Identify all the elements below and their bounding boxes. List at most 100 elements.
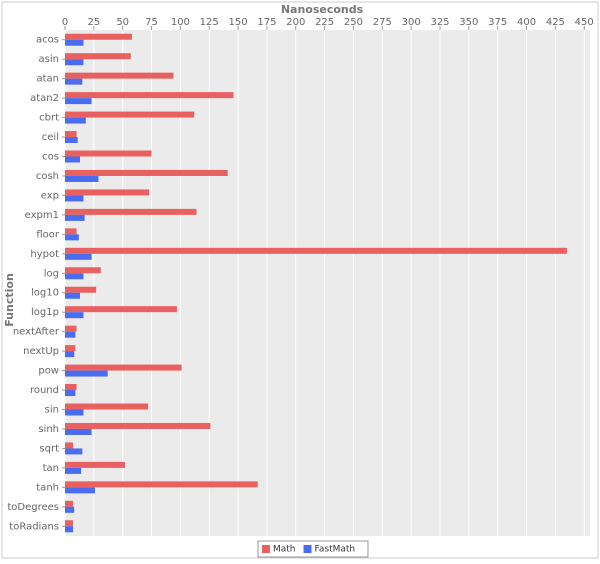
bar <box>65 442 74 449</box>
bar <box>65 92 234 99</box>
bar <box>65 409 84 416</box>
legend-label: FastMath <box>315 545 356 555</box>
bar <box>65 59 84 66</box>
y-tick-label: acos <box>36 35 59 46</box>
bar <box>65 214 85 221</box>
bar <box>65 345 76 352</box>
bar <box>65 331 76 338</box>
bar <box>65 39 84 46</box>
bar <box>65 286 97 293</box>
x-tick-label: 225 <box>315 17 334 28</box>
plot-area <box>65 30 590 536</box>
x-tick-label: 300 <box>402 17 421 28</box>
bar <box>65 111 195 118</box>
x-tick-label: 175 <box>257 17 276 28</box>
bar <box>65 448 83 455</box>
y-tick-label: tanh <box>36 482 59 493</box>
bar <box>65 390 76 397</box>
bar <box>65 461 125 468</box>
y-tick-label: sqrt <box>39 443 59 454</box>
x-tick-label: 50 <box>116 17 129 28</box>
bar <box>65 78 83 85</box>
bar <box>65 150 152 157</box>
y-tick-label: log10 <box>31 288 59 299</box>
y-tick-label: sinh <box>38 424 59 435</box>
bar <box>65 422 211 429</box>
bar <box>65 384 77 391</box>
y-tick-label: ceil <box>42 132 59 143</box>
x-tick-label: 325 <box>430 17 449 28</box>
bar <box>65 526 74 533</box>
y-tick-label: log1p <box>31 307 59 318</box>
x-tick-label: 350 <box>459 17 478 28</box>
bar <box>65 195 84 202</box>
x-tick-label: 0 <box>62 17 68 28</box>
y-tick-label: log <box>44 268 59 279</box>
bar <box>65 520 74 527</box>
bar <box>65 312 84 319</box>
y-tick-label: exp <box>41 190 59 201</box>
y-tick-label: atan <box>36 74 59 85</box>
bar <box>65 156 80 163</box>
bar <box>65 325 77 332</box>
bar <box>65 131 77 138</box>
x-tick-label: 250 <box>344 17 363 28</box>
y-tick-label: toRadians <box>9 521 59 532</box>
x-tick-label: 25 <box>87 17 100 28</box>
bar <box>65 500 74 507</box>
legend-label: Math <box>273 545 296 555</box>
y-tick-label: cosh <box>36 171 59 182</box>
y-tick-label: hypot <box>30 249 59 260</box>
bar <box>65 228 77 235</box>
y-tick-label: atan2 <box>30 93 59 104</box>
y-tick-label: floor <box>36 229 60 240</box>
bar <box>65 117 86 124</box>
bar <box>65 72 174 79</box>
bar <box>65 247 567 254</box>
y-tick-label: pow <box>38 366 59 377</box>
x-tick-label: 75 <box>145 17 158 28</box>
bar <box>65 53 131 60</box>
bar <box>65 234 79 241</box>
bar <box>65 292 80 299</box>
y-tick-label: nextUp <box>23 346 59 357</box>
bar <box>65 33 132 40</box>
bar <box>65 273 84 280</box>
bar <box>65 306 177 313</box>
y-tick-label: nextAfter <box>13 327 60 338</box>
x-tick-label: 450 <box>575 17 594 28</box>
bar <box>65 98 92 105</box>
bar <box>65 467 82 474</box>
bar <box>65 253 92 260</box>
y-tick-label: cos <box>42 152 59 163</box>
x-tick-label: 400 <box>517 17 536 28</box>
bar <box>65 189 150 196</box>
bar <box>65 351 75 358</box>
x-tick-label: 200 <box>286 17 305 28</box>
x-tick-label: 425 <box>546 17 565 28</box>
bar <box>65 506 75 513</box>
y-tick-label: cbrt <box>39 113 59 124</box>
legend-swatch <box>262 545 270 553</box>
bar <box>65 137 78 144</box>
y-tick-label: expm1 <box>25 210 59 221</box>
x-axis-label: Nanoseconds <box>281 3 364 16</box>
bar <box>65 364 182 371</box>
bar <box>65 428 92 435</box>
x-tick-label: 150 <box>229 17 248 28</box>
x-tick-label: 375 <box>488 17 507 28</box>
y-tick-label: round <box>30 385 59 396</box>
legend-box <box>257 540 369 558</box>
x-tick-label: 125 <box>200 17 219 28</box>
bar <box>65 175 99 182</box>
x-tick-label: 100 <box>171 17 190 28</box>
legend-swatch <box>303 545 312 553</box>
bar <box>65 208 197 215</box>
y-tick-label: asin <box>39 54 59 65</box>
y-axis-label: Function <box>3 273 16 327</box>
bar <box>65 481 258 488</box>
x-tick-label: 275 <box>373 17 392 28</box>
bar <box>65 370 108 377</box>
